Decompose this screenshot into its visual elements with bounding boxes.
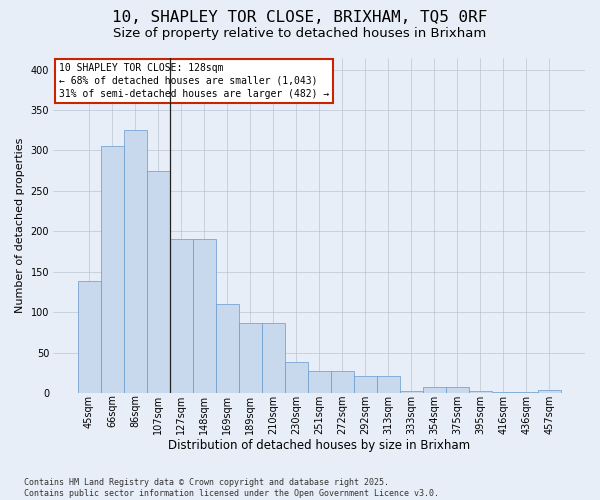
Text: Contains HM Land Registry data © Crown copyright and database right 2025.
Contai: Contains HM Land Registry data © Crown c… (24, 478, 439, 498)
X-axis label: Distribution of detached houses by size in Brixham: Distribution of detached houses by size … (168, 440, 470, 452)
Bar (124, 130, 146, 393)
Text: Size of property relative to detached houses in Brixham: Size of property relative to detached ho… (113, 28, 487, 40)
Bar (262, 322, 284, 393)
Bar (193, 240, 215, 393)
Bar (284, 362, 308, 393)
Bar (101, 146, 124, 393)
Bar (170, 240, 193, 393)
Bar (331, 371, 353, 393)
Bar (538, 390, 561, 393)
Bar (77, 282, 101, 393)
Bar (515, 392, 538, 393)
Text: 10 SHAPLEY TOR CLOSE: 128sqm
← 68% of detached houses are smaller (1,043)
31% of: 10 SHAPLEY TOR CLOSE: 128sqm ← 68% of de… (59, 62, 329, 99)
Bar (308, 371, 331, 393)
Bar (423, 386, 446, 393)
Bar (469, 390, 492, 393)
Bar (492, 392, 515, 393)
Bar (239, 322, 262, 393)
Y-axis label: Number of detached properties: Number of detached properties (15, 138, 25, 313)
Bar (377, 376, 400, 393)
Text: 10, SHAPLEY TOR CLOSE, BRIXHAM, TQ5 0RF: 10, SHAPLEY TOR CLOSE, BRIXHAM, TQ5 0RF (112, 10, 488, 25)
Bar (215, 304, 239, 393)
Bar (146, 170, 170, 393)
Bar (353, 376, 377, 393)
Bar (446, 386, 469, 393)
Bar (400, 390, 423, 393)
